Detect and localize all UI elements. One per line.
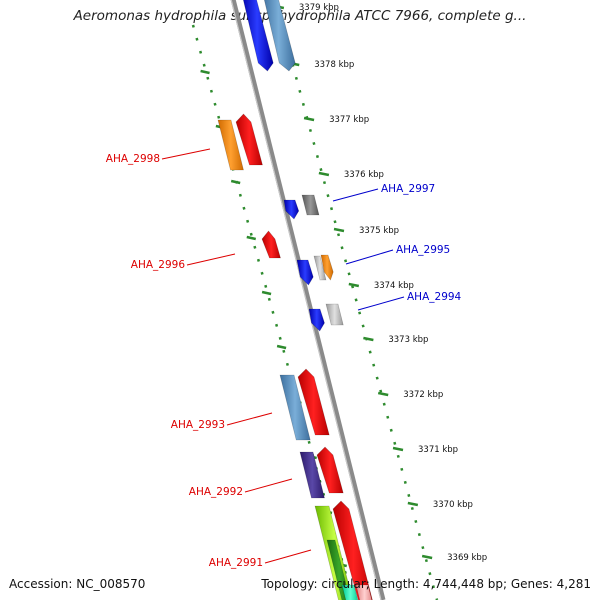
ruler-tick (303, 116, 315, 122)
gene-arrow[interactable] (313, 255, 327, 281)
accession-text: Accession: NC_008570 (9, 577, 146, 591)
ruler-tick-label: 3376 kbp (344, 170, 384, 180)
ruler-tick (392, 446, 404, 452)
ruler-tick-label: 3379 kbp (299, 3, 339, 13)
gene-label-leader (226, 412, 273, 426)
gene-label[interactable]: AHA_2994 (407, 291, 462, 303)
gene-arrow[interactable] (299, 451, 325, 499)
ruler-tick (363, 336, 374, 342)
gene-arrow[interactable] (279, 374, 311, 441)
gene-arrow[interactable] (235, 113, 263, 166)
ruler-tick (421, 554, 433, 560)
ruler-tick (377, 391, 389, 397)
gene-label-leader (186, 253, 236, 266)
gene-features[interactable] (217, 0, 374, 600)
forward-track-line (191, 24, 355, 600)
gene-arrow[interactable] (355, 584, 373, 600)
ruler-tick (407, 501, 419, 507)
ruler-tick-label: 3369 kbp (447, 553, 487, 563)
gene-arrow[interactable] (296, 259, 314, 286)
gene-label-leader (264, 549, 312, 564)
ruler-tick (261, 290, 272, 296)
ruler-tick-label: 3378 kbp (314, 60, 354, 70)
gene-label[interactable]: AHA_2996 (131, 259, 186, 271)
reverse-track-line (280, 24, 439, 600)
ruler-tick (200, 69, 210, 75)
ruler-tick (318, 171, 330, 177)
gene-label-leader (357, 296, 405, 311)
ruler-tick (348, 282, 360, 288)
gene-label-leader (332, 188, 379, 202)
ruler-tick-label: 3374 kbp (374, 281, 414, 291)
gene-arrow[interactable] (262, 0, 296, 72)
gene-arrow[interactable] (283, 199, 300, 220)
ruler-tick (333, 227, 345, 233)
gene-label-leader (345, 249, 394, 265)
ruler-ticks: 3379 kbp 3378 kbp 3377 kbp 3376 kbp 3375 kbp… (200, 3, 487, 568)
genome-backbone (230, 0, 386, 600)
genome-stats-text: Topology: circular; Length: 4,744,448 bp… (261, 577, 591, 591)
gene-arrow[interactable] (316, 446, 344, 494)
gene-arrow[interactable] (332, 500, 374, 600)
gene-labels[interactable]: AHA_2997 AHA_2995 AHA_2994 AHA_2998 AHA_2996… (106, 148, 462, 569)
ruler-tick-label: 3371 kbp (418, 445, 458, 455)
gene-label-leader (244, 478, 293, 493)
map-title: Aeromonas hydrophila subsp. hydrophila A… (73, 8, 527, 24)
gene-label[interactable]: AHA_2997 (381, 183, 435, 195)
gene-arrow[interactable] (241, 0, 274, 72)
ruler-tick-label: 3372 kbp (403, 390, 443, 400)
gene-arrow[interactable] (320, 254, 334, 281)
gene-label[interactable]: AHA_2991 (209, 557, 263, 569)
gene-label[interactable]: AHA_2993 (171, 419, 225, 431)
track-lines (191, 24, 439, 600)
ruler-tick-label: 3373 kbp (388, 335, 428, 345)
gene-arrow[interactable] (297, 368, 330, 436)
ruler-tick-label: 3377 kbp (329, 115, 369, 125)
gene-arrow[interactable] (301, 194, 320, 216)
gene-arrow[interactable] (308, 308, 325, 332)
ruler-tick-label: 3375 kbp (359, 226, 399, 236)
gene-arrow[interactable] (341, 584, 359, 600)
gene-arrow[interactable] (325, 303, 344, 326)
ruler-tick (230, 179, 241, 185)
ruler-tick-label: 3370 kbp (433, 500, 473, 510)
gene-label[interactable]: AHA_2995 (396, 244, 450, 256)
ruler-tick (276, 344, 287, 350)
ruler-tick (246, 235, 257, 241)
gene-label-leader (161, 148, 211, 160)
gene-arrow[interactable] (261, 230, 281, 259)
gene-label[interactable]: AHA_2998 (106, 153, 160, 165)
gene-arrow[interactable] (217, 119, 244, 171)
gene-label[interactable]: AHA_2992 (189, 486, 243, 498)
